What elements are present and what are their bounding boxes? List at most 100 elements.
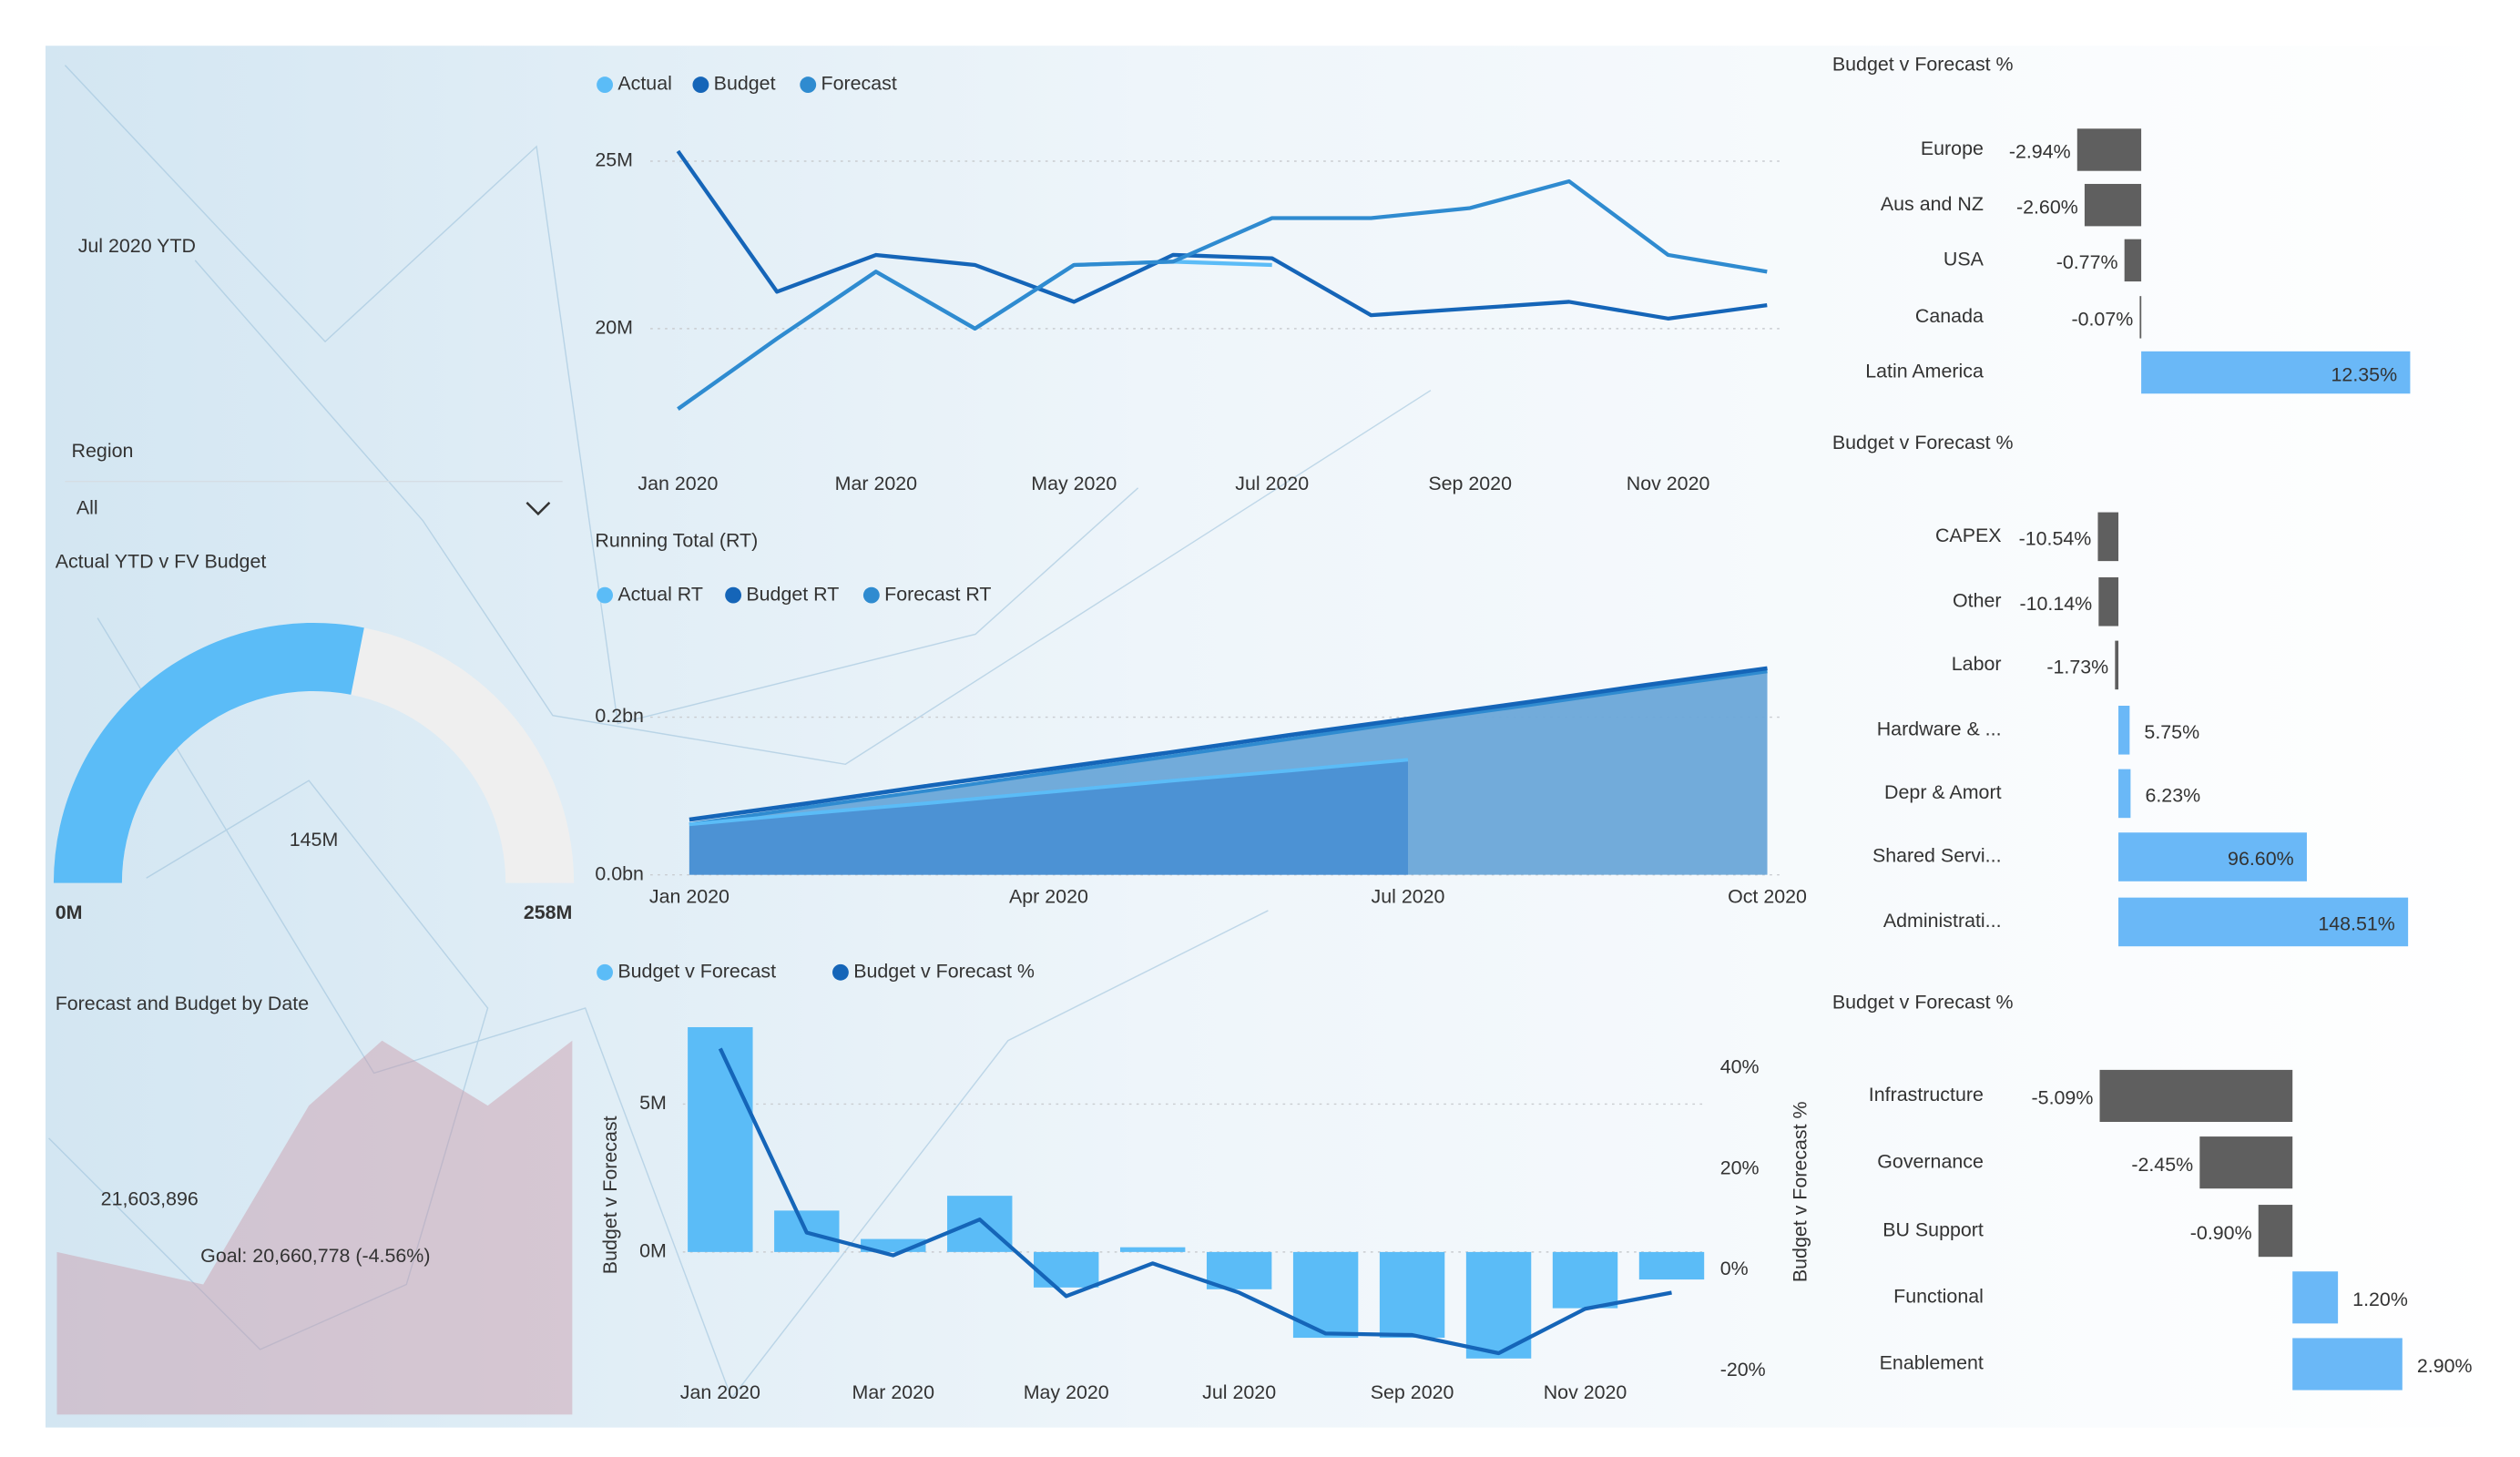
slicer-label: Region [72,440,134,462]
kpi-value: 21,603,896 [101,1187,199,1209]
kpi-goal: Goal: 20,660,778 (-4.56%) [200,1245,430,1267]
gauge-value: 145M [290,829,339,851]
legend-marker [692,76,709,94]
data-label: -10.54% [2019,528,2092,550]
data-label: -10.14% [2019,593,2092,615]
bar [2084,183,2142,227]
kpi-trend-area [56,1040,573,1415]
y-tick-label: 20M [595,317,633,339]
chart-title: Actual YTD v FV Budget [56,551,267,573]
data-label: -5.09% [2032,1087,2094,1109]
category-label: Depr & Amort [1884,781,2002,803]
legend-marker [832,963,849,981]
x-tick-label: Mar 2020 [835,473,918,494]
bar [2099,1069,2293,1123]
page-title: Jul 2020 YTD [78,235,196,257]
x-tick-label: Jan 2020 [638,473,718,494]
series-line [676,149,1768,321]
bar [2118,832,2307,881]
legend-label: Actual [617,73,672,95]
x-tick-label: Apr 2020 [1009,885,1088,907]
bar [1034,1251,1099,1288]
gauge-max: 258M [524,902,573,923]
bar [1206,1251,1272,1289]
bar [1119,1247,1186,1252]
x-tick-label: Jul 2020 [1202,1381,1276,1403]
y-tick-label: 40% [1720,1056,1760,1078]
bar [1379,1251,1445,1339]
legend-label: Forecast [821,73,897,95]
data-label: 148.51% [2318,913,2395,935]
x-tick-label: May 2020 [1031,473,1117,494]
y-tick-label: 0.2bn [595,705,644,727]
category-label: Labor [1952,653,2002,675]
series-line [689,758,1409,827]
data-label: -1.73% [2046,657,2108,678]
bar [688,1026,753,1252]
series-line [677,178,1768,411]
data-label: -0.90% [2190,1222,2252,1244]
legend-marker [800,76,817,94]
y2-axis-title: Budget v Forecast % [1790,1101,1811,1282]
y-tick-label: 20% [1720,1156,1760,1178]
bar [2139,296,2142,339]
dropdown-chevron[interactable] [525,501,551,516]
legend-label: Budget v Forecast [617,960,776,982]
bar [1638,1251,1705,1280]
bar [2098,576,2119,627]
bar [2118,769,2131,819]
bar [2076,128,2142,171]
category-label: Canada [1915,305,1984,327]
category-label: Hardware & ... [1877,718,2002,739]
slicer-dropdown[interactable]: All [65,480,563,534]
x-tick-label: Mar 2020 [852,1381,935,1403]
bar [2118,897,2409,947]
y-tick-label: 0.0bn [595,862,644,884]
series-line [689,666,1768,822]
legend-marker [597,76,614,94]
data-label: 96.60% [2228,848,2294,870]
x-tick-label: May 2020 [1024,1381,1109,1403]
bar [2118,706,2130,755]
legend-label: Forecast RT [884,583,991,605]
category-label: Aus and NZ [1881,193,1984,215]
chart-title: Budget v Forecast % [1832,991,2014,1013]
legend-label: Budget [714,73,776,95]
category-label: Governance [1877,1150,1984,1172]
data-label: -2.94% [2009,141,2071,163]
legend-label: Budget RT [746,583,839,605]
category-label: BU Support [1882,1218,1984,1240]
y-tick-label: 5M [639,1092,667,1114]
legend-label: Budget v Forecast % [853,960,1035,982]
category-label: Enablement [1880,1352,1984,1374]
data-label: -0.77% [2056,251,2118,273]
slicer-value[interactable]: All [77,497,98,519]
data-label: 12.35% [2331,363,2398,385]
x-tick-label: Nov 2020 [1627,473,1710,494]
kpi-title: Forecast and Budget by Date [56,993,309,1014]
x-tick-label: Sep 2020 [1428,473,1512,494]
x-tick-label: Jan 2020 [680,1381,760,1403]
bar [2115,640,2119,690]
legend-marker [597,586,614,604]
category-label: Other [1953,589,2002,611]
data-label: -0.07% [2071,309,2133,331]
x-tick-label: Oct 2020 [1728,885,1807,907]
x-tick-label: Jul 2020 [1235,473,1309,494]
bar [2141,351,2411,394]
bar [2292,1271,2339,1324]
bar [2097,512,2119,562]
category-label: CAPEX [1935,525,2002,546]
x-tick-label: Nov 2020 [1544,1381,1627,1403]
legend-marker [597,963,614,981]
legend-marker [725,586,742,604]
network-decoration [48,65,1432,1400]
data-label: 5.75% [2144,721,2199,743]
bar [2124,239,2142,282]
category-label: Shared Servi... [1872,845,2002,867]
series-line [689,669,1768,827]
data-label: 1.20% [2352,1289,2408,1310]
legend-marker [862,586,880,604]
bar [2199,1136,2293,1189]
